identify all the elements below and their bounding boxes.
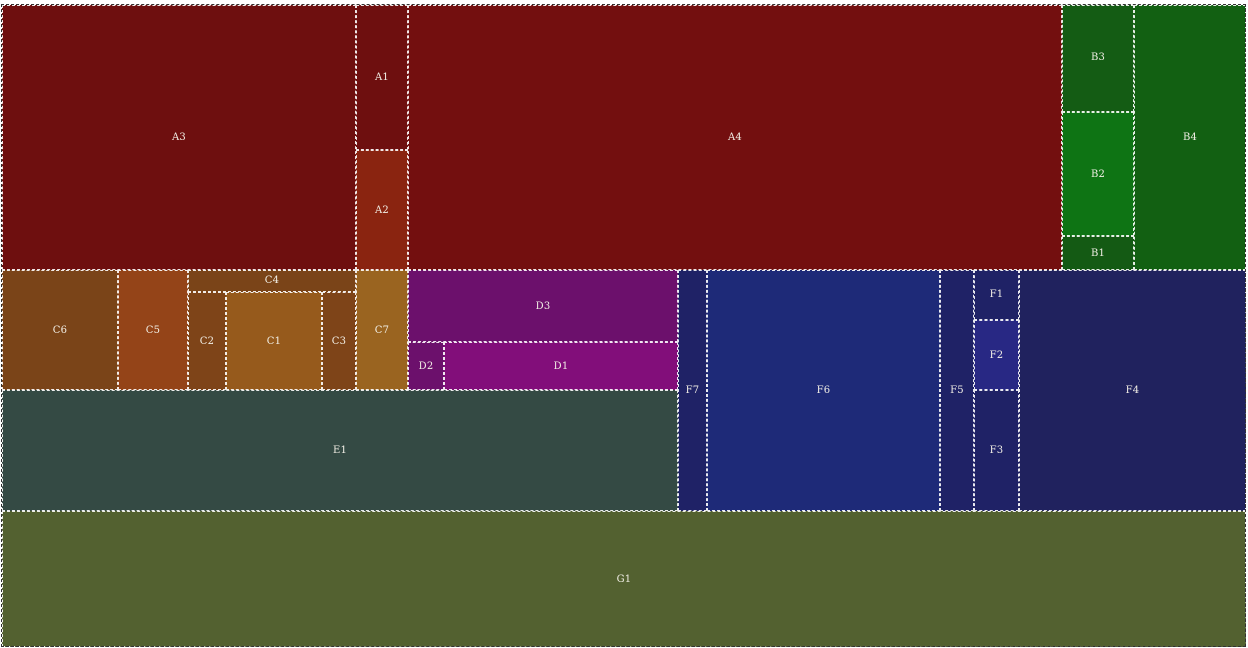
treemap-cell-label: A1 xyxy=(375,72,389,83)
treemap-cell-label: C6 xyxy=(52,324,68,336)
treemap-cell-a1: A1 xyxy=(356,5,408,150)
treemap-cell-f5: F5 xyxy=(940,270,974,511)
treemap-cell-g1: G1 xyxy=(2,511,1246,647)
treemap-cell-d3: D3 xyxy=(408,270,678,342)
treemap-cell-e1: E1 xyxy=(2,390,678,511)
treemap-cell-c6: C6 xyxy=(2,270,118,390)
treemap-cell-c7: C7 xyxy=(356,270,408,390)
treemap-cell-a2: A2 xyxy=(356,150,408,270)
treemap-cell-label: B3 xyxy=(1090,52,1106,63)
treemap-cell-c5: C5 xyxy=(118,270,188,390)
treemap-cell-label: B4 xyxy=(1182,132,1198,143)
treemap-cell-label: F6 xyxy=(816,385,831,396)
treemap-cell-d2: D2 xyxy=(408,342,444,390)
treemap-cell-f7: F7 xyxy=(678,270,707,511)
treemap-cell-b1: B1 xyxy=(1062,236,1134,270)
treemap-cell-label: F3 xyxy=(989,445,1004,456)
treemap-cell-f2: F2 xyxy=(974,320,1019,390)
treemap-cell-a3: A3 xyxy=(2,5,356,270)
treemap-cell-b4: B4 xyxy=(1134,5,1246,270)
treemap-cell-b3: B3 xyxy=(1062,5,1134,112)
treemap-cell-c2: C2 xyxy=(188,292,226,390)
treemap-cell-label: B1 xyxy=(1090,247,1106,259)
treemap-cell-label: A2 xyxy=(375,204,389,216)
treemap-cell-label: D2 xyxy=(418,360,434,372)
treemap-cell-label: D3 xyxy=(535,300,551,312)
treemap-cell-f4: F4 xyxy=(1019,270,1246,511)
treemap-cell-c1: C1 xyxy=(226,292,322,390)
treemap-cell-f1: F1 xyxy=(974,270,1019,320)
treemap-cell-label: D1 xyxy=(553,360,569,372)
treemap-cell-label: A3 xyxy=(172,132,186,143)
treemap-cell-label: C1 xyxy=(266,335,282,347)
treemap-cell-f6: F6 xyxy=(707,270,940,511)
treemap-cell-label: F5 xyxy=(950,385,964,396)
treemap-cell-label: F4 xyxy=(1125,385,1140,396)
treemap-cell-label: C3 xyxy=(331,335,347,347)
treemap-cell-b2: B2 xyxy=(1062,112,1134,236)
treemap-cell-c3: C3 xyxy=(322,292,356,390)
treemap-cell-label: C4 xyxy=(264,275,280,286)
treemap-cell-f3: F3 xyxy=(974,390,1019,511)
treemap-cell-label: A4 xyxy=(728,132,742,143)
treemap-cell-d1: D1 xyxy=(444,342,678,390)
treemap-cell-a4: A4 xyxy=(408,5,1062,270)
treemap-cell-label: C7 xyxy=(374,324,390,336)
treemap-cell-label: F7 xyxy=(685,385,700,396)
treemap-cell-label: F1 xyxy=(989,289,1004,300)
treemap-cell-label: G1 xyxy=(616,573,632,585)
treemap-cell-label: E1 xyxy=(332,445,348,456)
treemap-cell-label: C2 xyxy=(199,335,215,347)
treemap-cell-c4: C4 xyxy=(188,270,356,292)
treemap-cell-label: F2 xyxy=(989,349,1004,361)
treemap-cell-label: C5 xyxy=(145,324,161,336)
treemap-cell-label: B2 xyxy=(1090,168,1106,180)
